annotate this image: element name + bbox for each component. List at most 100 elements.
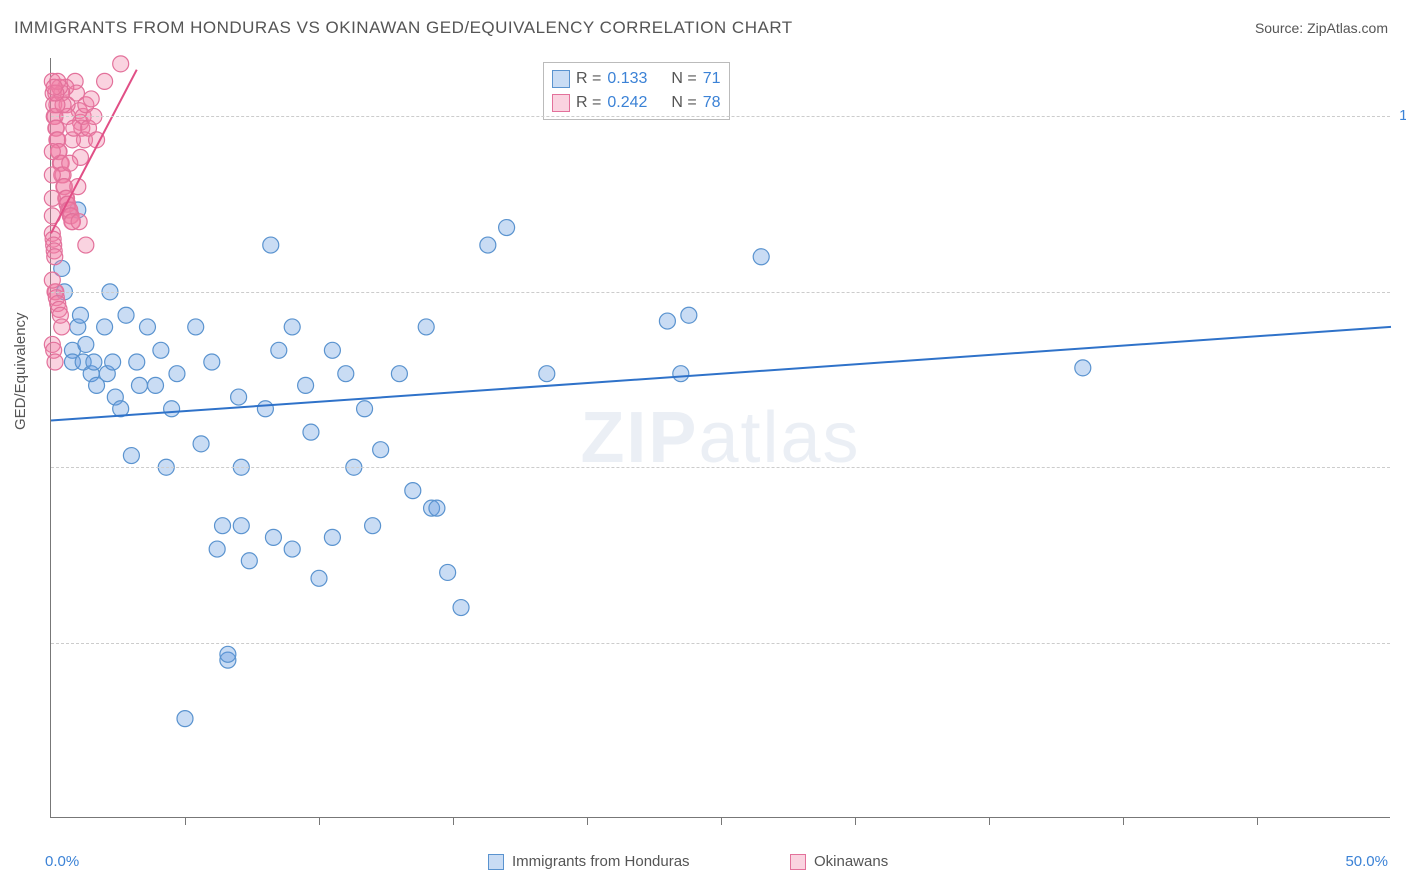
x-tick xyxy=(185,817,186,825)
scatter-point-okinawans xyxy=(44,272,60,288)
stats-R-label-2: R = xyxy=(576,91,601,115)
scatter-point-honduras xyxy=(265,529,281,545)
scatter-point-honduras xyxy=(131,377,147,393)
scatter-point-honduras xyxy=(105,354,121,370)
scatter-point-honduras xyxy=(303,424,319,440)
scatter-point-honduras xyxy=(193,436,209,452)
y-tick-label: 70.0% xyxy=(1395,458,1406,475)
y-tick-label: 85.0% xyxy=(1395,283,1406,300)
scatter-point-honduras xyxy=(139,319,155,335)
scatter-point-honduras xyxy=(209,541,225,557)
scatter-point-okinawans xyxy=(47,354,63,370)
plot-area: ZIPatlas R = 0.133 N = 71 R = 0.242 N = … xyxy=(50,58,1390,818)
scatter-point-honduras xyxy=(118,307,134,323)
scatter-point-honduras xyxy=(215,518,231,534)
scatter-point-honduras xyxy=(405,483,421,499)
stats-R-value-2: 0.242 xyxy=(607,91,647,115)
y-axis-label: GED/Equivalency xyxy=(12,312,29,430)
y-tick-label: 55.0% xyxy=(1395,634,1406,651)
scatter-point-honduras xyxy=(673,366,689,382)
scatter-point-honduras xyxy=(681,307,697,323)
stats-N-value-1: 71 xyxy=(703,67,721,91)
scatter-point-honduras xyxy=(659,313,675,329)
stats-swatch-honduras xyxy=(552,70,570,88)
x-end-label: 50.0% xyxy=(1345,853,1388,870)
scatter-point-honduras xyxy=(499,220,515,236)
scatter-point-honduras xyxy=(440,564,456,580)
scatter-point-honduras xyxy=(1075,360,1091,376)
x-tick xyxy=(989,817,990,825)
scatter-point-okinawans xyxy=(66,120,82,136)
scatter-point-honduras xyxy=(169,366,185,382)
scatter-point-honduras xyxy=(233,518,249,534)
scatter-point-okinawans xyxy=(54,319,70,335)
scatter-point-okinawans xyxy=(78,237,94,253)
scatter-point-honduras xyxy=(86,354,102,370)
scatter-point-okinawans xyxy=(44,144,60,160)
scatter-point-honduras xyxy=(284,541,300,557)
scatter-point-honduras xyxy=(271,342,287,358)
scatter-point-honduras xyxy=(365,518,381,534)
stats-R-value-1: 0.133 xyxy=(607,67,647,91)
legend-item-okinawans: Okinawans xyxy=(790,853,888,870)
stats-N-value-2: 78 xyxy=(703,91,721,115)
scatter-point-honduras xyxy=(311,570,327,586)
stats-row-2: R = 0.242 N = 78 xyxy=(552,91,721,115)
scatter-point-honduras xyxy=(129,354,145,370)
stats-R-label: R = xyxy=(576,67,601,91)
stats-swatch-okinawans xyxy=(552,94,570,112)
scatter-point-honduras xyxy=(453,600,469,616)
scatter-point-okinawans xyxy=(97,73,113,89)
x-tick xyxy=(587,817,588,825)
scatter-point-honduras xyxy=(298,377,314,393)
scatter-point-okinawans xyxy=(47,249,63,265)
grid-line xyxy=(51,292,1390,293)
scatter-point-honduras xyxy=(324,342,340,358)
scatter-point-okinawans xyxy=(113,56,129,72)
scatter-point-honduras xyxy=(148,377,164,393)
x-origin-label: 0.0% xyxy=(45,853,79,870)
scatter-point-honduras xyxy=(188,319,204,335)
chart-title: IMMIGRANTS FROM HONDURAS VS OKINAWAN GED… xyxy=(14,18,793,38)
scatter-point-honduras xyxy=(177,711,193,727)
legend-label-honduras: Immigrants from Honduras xyxy=(512,853,690,870)
scatter-point-honduras xyxy=(123,448,139,464)
scatter-point-honduras xyxy=(539,366,555,382)
chart-svg xyxy=(51,58,1390,817)
scatter-point-okinawans xyxy=(83,91,99,107)
scatter-point-honduras xyxy=(72,307,88,323)
legend-item-honduras: Immigrants from Honduras xyxy=(488,853,690,870)
scatter-point-honduras xyxy=(257,401,273,417)
grid-line xyxy=(51,467,1390,468)
legend-swatch-okinawans xyxy=(790,854,806,870)
scatter-point-honduras xyxy=(231,389,247,405)
x-tick xyxy=(1123,817,1124,825)
trend-line-honduras xyxy=(51,327,1391,421)
scatter-point-honduras xyxy=(338,366,354,382)
scatter-point-okinawans xyxy=(62,155,78,171)
scatter-point-honduras xyxy=(429,500,445,516)
grid-line xyxy=(51,643,1390,644)
stats-box: R = 0.133 N = 71 R = 0.242 N = 78 xyxy=(543,62,730,120)
stats-N-label: N = xyxy=(671,67,696,91)
scatter-point-honduras xyxy=(97,319,113,335)
x-tick xyxy=(855,817,856,825)
scatter-point-honduras xyxy=(480,237,496,253)
legend-label-okinawans: Okinawans xyxy=(814,853,888,870)
scatter-point-honduras xyxy=(373,442,389,458)
scatter-point-honduras xyxy=(220,646,236,662)
scatter-point-honduras xyxy=(324,529,340,545)
scatter-point-honduras xyxy=(753,249,769,265)
stats-N-label-2: N = xyxy=(671,91,696,115)
scatter-point-okinawans xyxy=(71,214,87,230)
x-tick xyxy=(1257,817,1258,825)
scatter-point-honduras xyxy=(263,237,279,253)
scatter-point-honduras xyxy=(357,401,373,417)
scatter-point-honduras xyxy=(153,342,169,358)
x-tick xyxy=(319,817,320,825)
scatter-point-okinawans xyxy=(44,167,60,183)
scatter-point-honduras xyxy=(284,319,300,335)
scatter-point-honduras xyxy=(164,401,180,417)
scatter-point-honduras xyxy=(241,553,257,569)
chart-container: IMMIGRANTS FROM HONDURAS VS OKINAWAN GED… xyxy=(0,0,1406,892)
